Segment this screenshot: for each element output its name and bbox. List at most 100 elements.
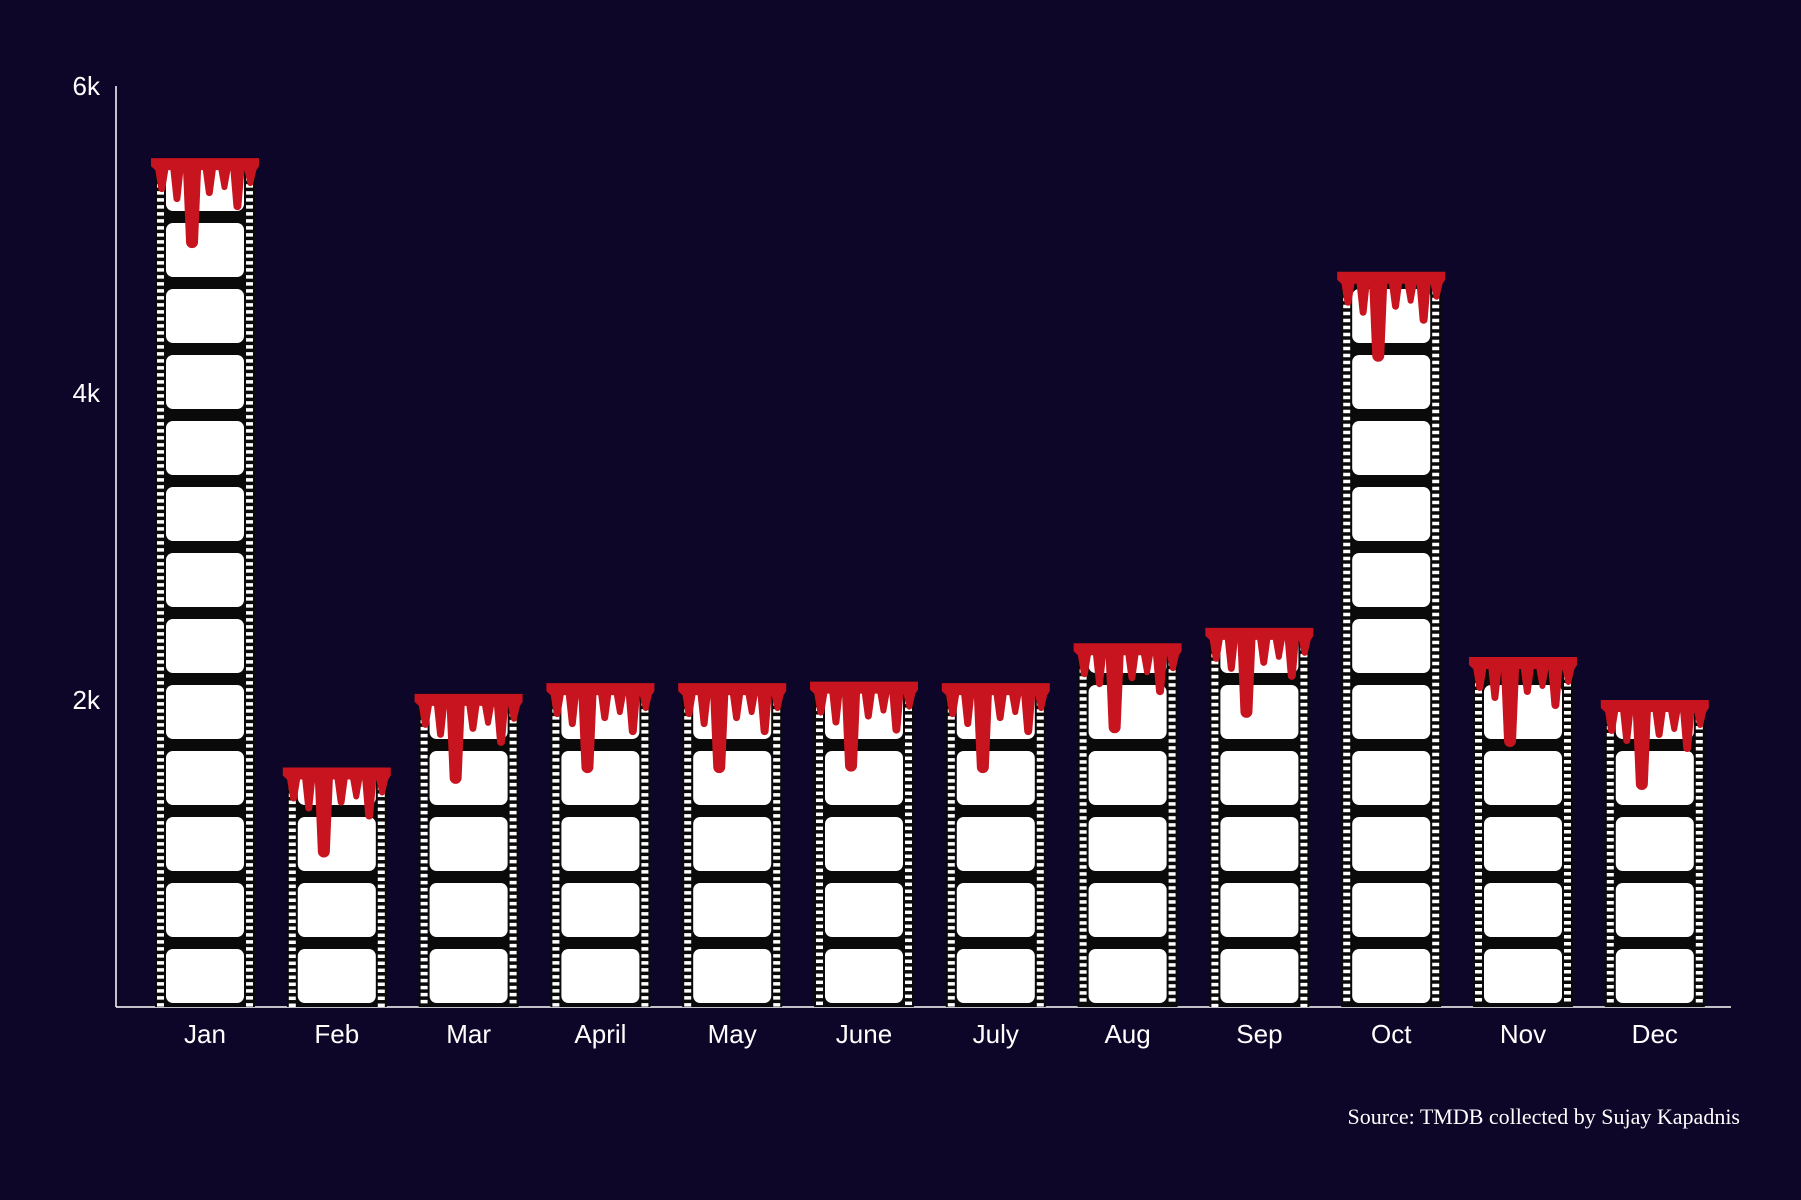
sprocket-hole [1475,977,1482,981]
sprocket-hole [1343,879,1350,883]
sprocket-hole [289,885,296,889]
sprocket-hole [773,1003,780,1007]
sprocket-hole [773,716,780,720]
sprocket-hole [1343,557,1350,561]
sprocket-hole [552,947,559,951]
sprocket-hole [905,981,912,985]
bar-nov [1469,657,1577,1007]
sprocket-hole [1343,410,1350,414]
sprocket-hole [246,919,253,923]
x-tick-label: Mar [446,1019,491,1049]
sprocket-hole [510,979,517,983]
sprocket-hole [1432,494,1439,498]
sprocket-hole [289,969,296,973]
sprocket-hole [905,904,912,908]
sprocket-hole [641,877,648,881]
film-frame [1220,751,1298,805]
sprocket-hole [378,801,385,805]
sprocket-hole [948,877,955,881]
sprocket-hole [421,958,428,962]
sprocket-hole [1300,906,1307,910]
sprocket-hole [157,877,164,881]
sprocket-hole [1343,466,1350,470]
sprocket-hole [1169,977,1176,981]
sprocket-hole [1037,814,1044,818]
sprocket-hole [684,961,691,965]
sprocket-hole [1432,501,1439,505]
sprocket-hole [157,254,164,258]
sprocket-hole [157,891,164,895]
sprocket-hole [421,783,428,787]
sprocket-hole [289,829,296,833]
sprocket-hole [1432,802,1439,806]
sprocket-hole [157,436,164,440]
sprocket-hole [1169,963,1176,967]
sprocket-hole [246,464,253,468]
sprocket-hole [157,541,164,545]
sprocket-hole [773,779,780,783]
sprocket-hole [1211,780,1218,784]
sprocket-hole [1080,732,1087,736]
sprocket-hole [1432,949,1439,953]
sprocket-hole [948,751,955,755]
sprocket-hole [641,828,648,832]
sprocket-hole [246,961,253,965]
sprocket-hole [1169,879,1176,883]
sprocket-hole [246,667,253,671]
sprocket-hole [157,401,164,405]
sprocket-hole [1080,907,1087,911]
sprocket-hole [157,849,164,853]
sprocket-hole [157,968,164,972]
y-tick-label: 6k [73,71,101,101]
film-frame [430,751,508,805]
sprocket-hole [1080,956,1087,960]
sprocket-hole [1432,312,1439,316]
sprocket-hole [1564,970,1571,974]
sprocket-hole [773,856,780,860]
sprocket-hole [246,219,253,223]
sprocket-hole [1432,354,1439,358]
sprocket-hole [510,965,517,969]
sprocket-hole [1564,935,1571,939]
sprocket-hole [378,1004,385,1008]
sprocket-hole [1432,907,1439,911]
film-frame [1220,817,1298,871]
sprocket-hole [1696,859,1703,863]
sprocket-hole [1432,620,1439,624]
sprocket-hole [246,688,253,692]
sprocket-hole [157,940,164,944]
sprocket-hole [1080,690,1087,694]
sprocket-hole [1432,935,1439,939]
sprocket-hole [1080,935,1087,939]
sprocket-hole [773,989,780,993]
sprocket-hole [641,800,648,804]
sprocket-hole [246,345,253,349]
sprocket-hole [816,960,823,964]
sprocket-hole [1432,795,1439,799]
sprocket-hole [289,913,296,917]
sprocket-hole [1343,984,1350,988]
sprocket-hole [1300,871,1307,875]
sprocket-hole [1607,915,1614,919]
sprocket-hole [773,814,780,818]
film-frame [166,817,244,871]
sprocket-hole [510,734,517,738]
sprocket-hole [1432,459,1439,463]
sprocket-hole [1607,887,1614,891]
sprocket-hole [1343,998,1350,1002]
sprocket-hole [1696,810,1703,814]
sprocket-hole [1080,753,1087,757]
sprocket-hole [1564,753,1571,757]
sprocket-hole [1300,675,1307,679]
sprocket-hole [157,961,164,965]
sprocket-hole [1343,851,1350,855]
sprocket-hole [1432,557,1439,561]
sprocket-hole [684,884,691,888]
sprocket-hole [1037,982,1044,986]
sprocket-hole [1080,725,1087,729]
sprocket-hole [1080,928,1087,932]
sprocket-hole [1607,789,1614,793]
sprocket-hole [1343,788,1350,792]
sprocket-hole [421,762,428,766]
sprocket-hole [1300,913,1307,917]
